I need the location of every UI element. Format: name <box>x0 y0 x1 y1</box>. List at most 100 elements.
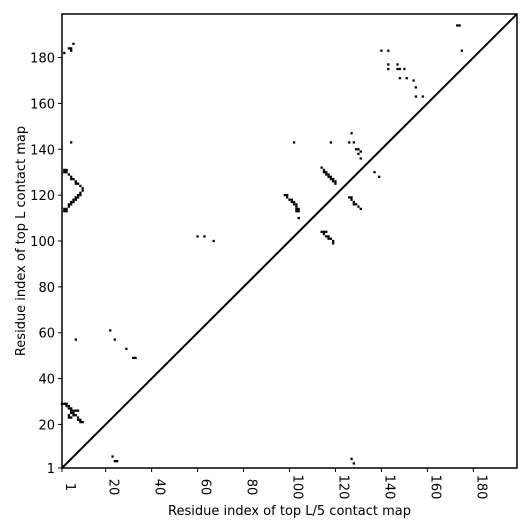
y-tick-label: 60 <box>38 327 55 342</box>
contact-cell <box>334 182 337 185</box>
contact-cell <box>72 198 75 201</box>
contact-cell <box>70 200 73 204</box>
y-tick-label: 20 <box>38 418 55 433</box>
contact-cell <box>65 210 68 213</box>
contact-cell <box>412 79 415 82</box>
contact-cell <box>295 203 298 206</box>
contact-cell <box>297 210 300 213</box>
contact-cell <box>458 24 461 27</box>
contact-cell <box>329 237 333 240</box>
x-tick-label: 20 <box>106 479 121 496</box>
contact-cell <box>81 187 84 190</box>
contact-cell <box>359 207 362 211</box>
contact-cell <box>359 157 362 160</box>
contact-cell <box>290 198 293 201</box>
contact-cell <box>132 356 135 360</box>
contact-cell <box>74 196 77 199</box>
contact-cell <box>65 404 68 408</box>
contact-cell <box>387 63 390 66</box>
contact-cell <box>357 148 360 151</box>
contact-cell <box>322 168 326 172</box>
y-tick-label: 120 <box>30 189 55 204</box>
contact-cell <box>352 203 355 206</box>
contact-cell <box>325 235 328 238</box>
contact-cell <box>67 203 71 206</box>
contact-cell <box>398 67 401 71</box>
contact-cell <box>70 203 73 206</box>
y-tick-label: 160 <box>30 97 55 112</box>
contact-cell <box>292 141 296 144</box>
contact-cell <box>74 338 77 341</box>
contact-cell <box>460 49 463 52</box>
contact-cell <box>292 203 296 206</box>
contact-cell <box>377 175 381 178</box>
contact-cell <box>74 180 77 183</box>
contact-cell <box>387 67 390 71</box>
contact-cell <box>295 210 298 213</box>
contact-cell <box>70 141 73 144</box>
contact-cell <box>134 356 137 360</box>
x-tick-label: 100 <box>290 475 305 500</box>
diagonal-line <box>61 13 518 469</box>
contact-cell <box>357 152 360 156</box>
contact-cell <box>72 414 75 417</box>
contact-cell <box>327 237 330 240</box>
contact-cell <box>81 189 84 192</box>
contact-cell <box>327 235 330 238</box>
contact-cell <box>116 459 119 463</box>
contact-cell <box>212 239 215 243</box>
contact-cell <box>63 210 66 213</box>
contact-cell <box>325 171 328 174</box>
contact-cell <box>286 196 289 199</box>
contact-cell <box>286 193 289 197</box>
contact-cell <box>352 200 355 204</box>
contact-cell <box>76 418 80 421</box>
contact-cell <box>332 180 335 183</box>
contact-cell <box>65 402 68 405</box>
contact-cell <box>65 207 68 211</box>
contact-cell <box>67 404 71 408</box>
contact-cell <box>322 230 326 233</box>
contact-cell <box>329 177 333 181</box>
contact-cell <box>203 235 206 238</box>
y-tick-label: 1 <box>47 462 55 477</box>
contact-cell <box>72 177 75 181</box>
contact-cell <box>65 168 68 172</box>
contact-cell <box>354 203 358 206</box>
contact-cell <box>327 175 330 178</box>
contact-cell <box>350 132 353 135</box>
contact-cell <box>79 193 82 197</box>
contact-cell <box>380 49 383 52</box>
contact-cell <box>74 182 77 185</box>
contact-cell <box>322 232 326 236</box>
contact-cell <box>283 193 287 197</box>
x-tick-label: 140 <box>381 475 396 500</box>
x-tick-label: 80 <box>244 479 259 496</box>
x-tick-label: 40 <box>152 479 167 496</box>
contact-cell <box>109 329 112 332</box>
contact-cell <box>79 191 82 194</box>
x-tick-label: 1 <box>62 483 77 491</box>
contact-cell <box>65 171 68 174</box>
contact-cell <box>76 182 80 185</box>
contact-cell <box>63 168 66 172</box>
contact-cell <box>348 196 351 199</box>
contact-cell <box>113 338 117 341</box>
contact-cell <box>421 95 424 98</box>
contact-cell <box>70 409 73 412</box>
x-axis: 1 20 40 60 80 100 120 140 160 180 <box>61 468 488 500</box>
contact-cell <box>398 77 401 80</box>
y-axis-label: Residue index of top L contact map <box>14 126 29 356</box>
contact-cell <box>67 416 71 419</box>
contact-cell <box>72 200 75 204</box>
contact-cell <box>63 402 66 405</box>
contact-cell <box>70 175 73 178</box>
contact-cell <box>387 49 390 52</box>
x-tick-label: 120 <box>335 475 350 500</box>
contact-cell <box>70 407 73 410</box>
contact-cell <box>297 216 300 220</box>
contact-cell <box>72 409 75 412</box>
contact-cell <box>456 24 459 27</box>
contact-cell <box>350 457 353 460</box>
contact-cell <box>63 51 66 55</box>
